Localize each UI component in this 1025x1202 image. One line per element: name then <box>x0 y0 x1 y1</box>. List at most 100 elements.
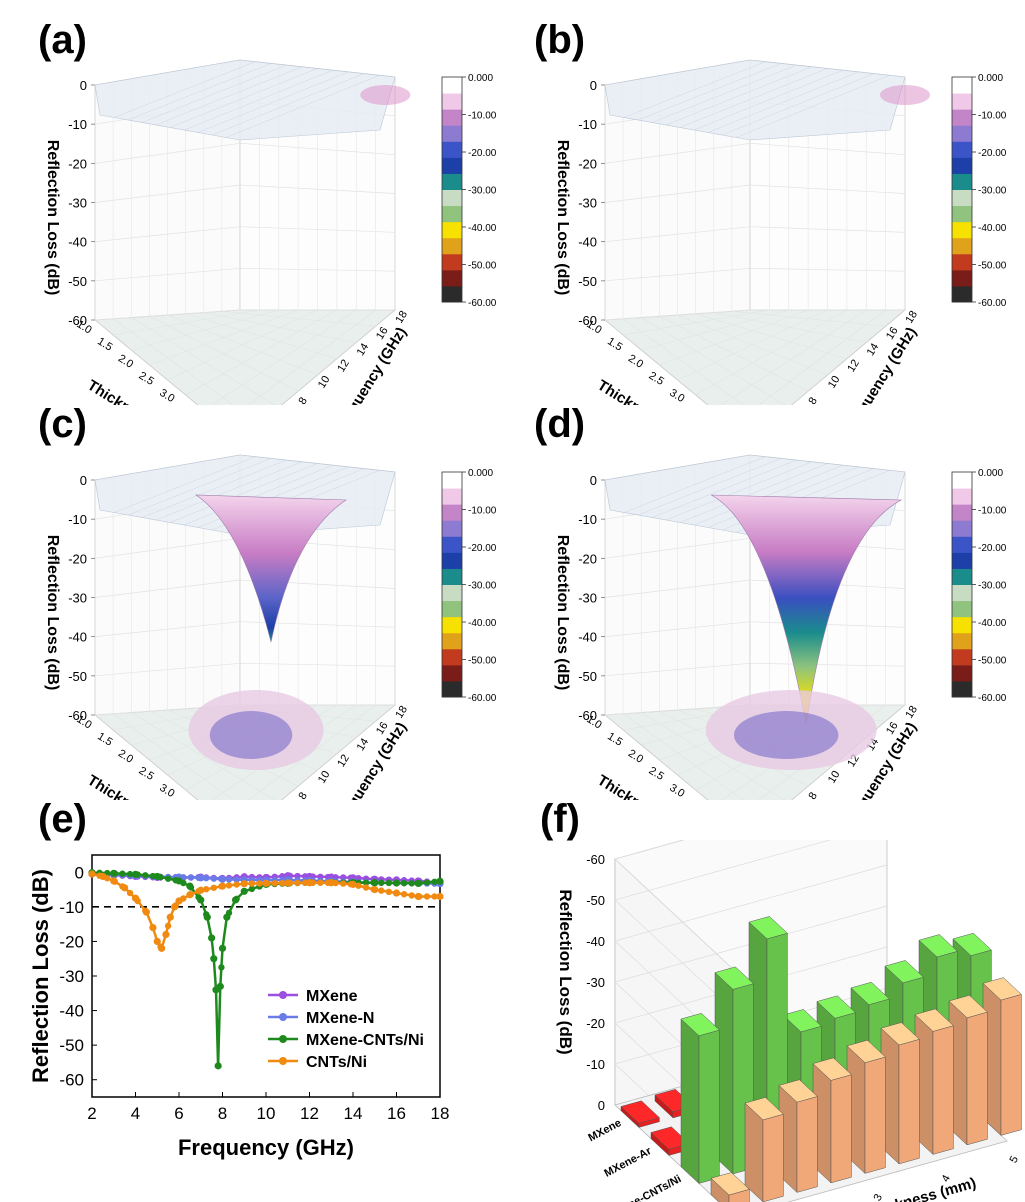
series-marker-3 <box>400 891 408 898</box>
floor-gridline <box>677 314 828 376</box>
colorbar-tick-label: -10.00 <box>978 506 1007 517</box>
series-marker-3 <box>233 881 240 888</box>
colorbar-tick-label: 0.000 <box>468 468 493 479</box>
x-tick-label: 8 <box>218 1104 227 1123</box>
data-point-3 <box>186 891 194 899</box>
floor-gridline <box>185 313 337 360</box>
floor-outline <box>93 309 397 405</box>
z-tick-label: -60 <box>68 313 87 328</box>
panel-label-a: (a) <box>38 18 87 62</box>
wall-gridline <box>604 309 905 321</box>
z-tick-label: -60 <box>578 313 597 328</box>
data-point-2 <box>240 887 248 895</box>
series-marker-3 <box>317 879 324 886</box>
bar-front <box>932 1025 954 1155</box>
data-point-3 <box>349 880 357 888</box>
colorbar-segment <box>442 93 462 110</box>
frequency-tick-label: 12 <box>335 753 352 770</box>
surface-top <box>604 59 906 141</box>
bar-front <box>898 1038 920 1165</box>
surface-mesh <box>679 68 828 128</box>
colorbar-segment <box>952 77 972 94</box>
surface-mesh <box>211 73 365 136</box>
colorbar-segment <box>952 141 972 158</box>
frequency-tick-label: 18 <box>903 309 920 326</box>
colorbar-tick-label: -10.00 <box>468 506 497 517</box>
bar-top <box>918 934 958 958</box>
wall-gridline <box>604 142 906 164</box>
thickness-tick-label: 3.0 <box>667 387 686 405</box>
colorbar-segment <box>952 157 972 174</box>
z-tick-label: -10 <box>578 512 597 527</box>
z-axis-label: Reflection Loss (dB) <box>554 535 571 691</box>
data-point-3 <box>371 885 379 894</box>
colorbar-segment <box>952 253 972 271</box>
colorbar-tick-label: -40.00 <box>468 223 497 234</box>
thickness-tick-label: 4.0 <box>688 404 707 405</box>
surface-mesh <box>197 71 349 133</box>
series-marker-3 <box>408 892 415 899</box>
colorbar-segment <box>442 173 462 190</box>
thickness-tick-label: 2.5 <box>137 765 156 783</box>
colorbar-segment <box>442 189 462 207</box>
colorbar-segment <box>442 584 462 602</box>
z-tick-label: -60 <box>68 708 87 723</box>
panel-label-d: (d) <box>534 402 586 446</box>
wall-gridline <box>94 267 396 282</box>
colorbar-tick-label: -10.00 <box>978 111 1007 122</box>
legend-label: MXene <box>306 988 358 1005</box>
thickness-tick-label: 1.5 <box>605 335 624 353</box>
x-axis-label: Frequency (GHz) <box>178 1135 354 1160</box>
floor-contour-core <box>209 711 293 759</box>
x-tick-label: 18 <box>431 1104 450 1123</box>
surface-mesh <box>651 459 797 518</box>
data-point-3 <box>142 908 150 916</box>
colorbar-segment <box>442 600 462 618</box>
y-tick-label: 0 <box>75 863 84 882</box>
z-tick-label: -40 <box>68 630 87 645</box>
surface-mesh <box>113 456 256 513</box>
colorbar-tick-label: -10.00 <box>468 111 497 122</box>
series-marker-3 <box>256 880 263 887</box>
bar-front <box>762 1113 784 1202</box>
floor-contour-core <box>733 711 839 759</box>
data-point-3 <box>305 879 314 887</box>
floor-gridline <box>713 312 867 343</box>
colorbar-tick-label: 0.000 <box>468 73 493 84</box>
surface-mesh <box>113 61 256 118</box>
frequency-tick-label: 16 <box>374 720 391 737</box>
x-tick-label: 12 <box>300 1104 319 1123</box>
colorbar-segment <box>952 648 972 666</box>
frequency-tick-label: 8 <box>806 395 819 405</box>
colorbar-segment <box>442 141 462 158</box>
y-tick-label: -60 <box>59 1071 84 1090</box>
y-tick-label: -50 <box>59 1036 84 1055</box>
surface-top <box>94 59 396 141</box>
series-marker-2 <box>408 880 415 887</box>
frequency-tick-label: 10 <box>316 374 333 391</box>
floor-gridline <box>167 314 318 376</box>
data-point-3 <box>166 913 174 921</box>
data-point-2 <box>110 869 118 877</box>
z-tick-label: -30 <box>68 196 87 211</box>
legend-swatch-marker <box>279 1013 287 1021</box>
thickness-tick-label: 5 <box>1008 1154 1021 1165</box>
wall-gridline <box>604 267 906 282</box>
colorbar-segment <box>442 269 462 287</box>
series-marker-3 <box>225 882 233 889</box>
floor-gridline <box>758 309 886 405</box>
colorbar-segment <box>952 125 972 142</box>
frequency-tick-label: 10 <box>826 769 843 786</box>
frequency-tick-label: 8 <box>296 395 309 405</box>
z-tick-label: -10 <box>68 512 87 527</box>
surface-mesh <box>651 64 797 123</box>
thickness-tick-label: 4.0 <box>178 404 197 405</box>
series-marker-2 <box>126 870 134 878</box>
series-marker-3 <box>294 879 301 887</box>
bar-front <box>1000 994 1022 1136</box>
panel-label-e: (e) <box>38 797 87 841</box>
data-point-3 <box>218 882 227 890</box>
bar-top <box>850 981 890 1005</box>
data-point-2 <box>216 982 224 990</box>
y-tick-label: -20 <box>59 932 84 951</box>
